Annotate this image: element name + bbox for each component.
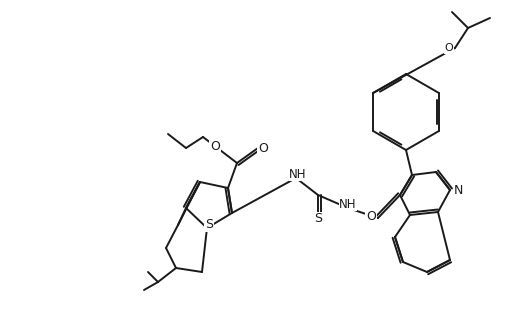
Text: O: O (444, 43, 453, 53)
Text: O: O (258, 141, 268, 154)
Text: N: N (453, 184, 463, 197)
Text: NH: NH (339, 198, 357, 210)
Text: O: O (210, 140, 220, 153)
Text: S: S (205, 219, 213, 232)
Text: S: S (314, 213, 322, 226)
Text: NH: NH (289, 168, 307, 180)
Text: O: O (366, 209, 376, 222)
